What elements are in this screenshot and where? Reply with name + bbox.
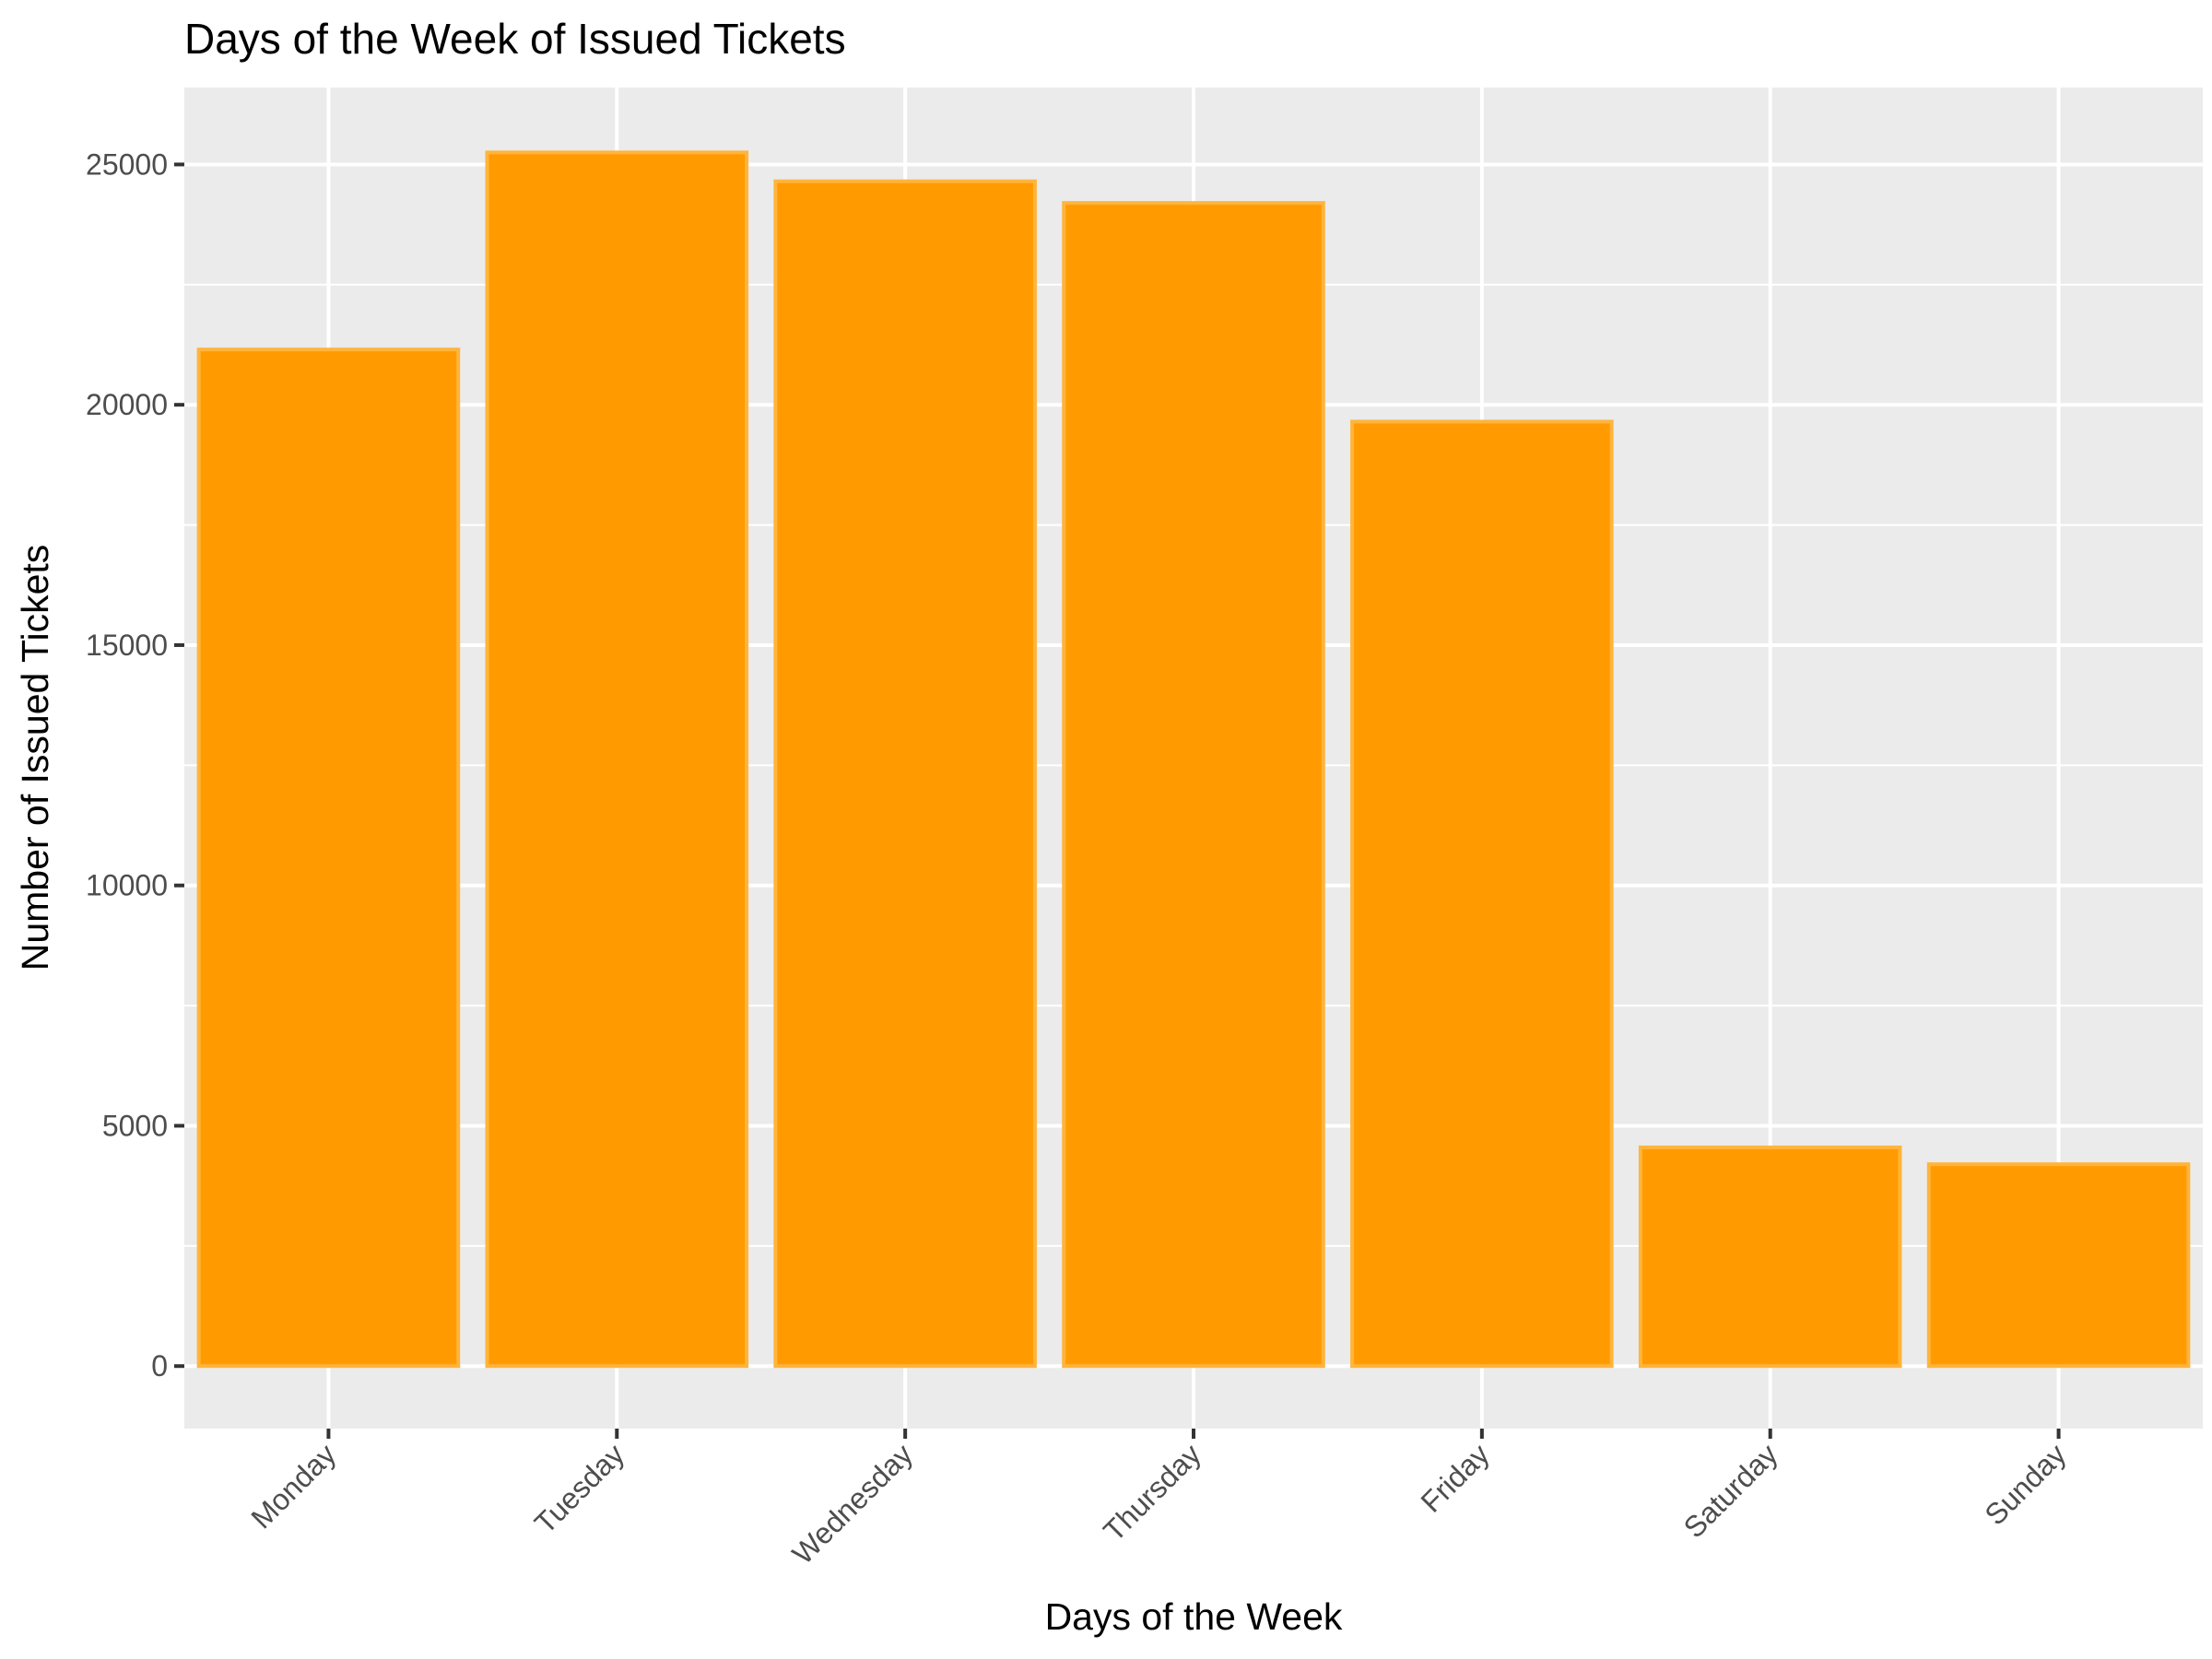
bar-wednesday: [773, 179, 1037, 1369]
x-tick-label: Monday: [244, 1437, 342, 1535]
y-tick-label: 15000: [86, 629, 168, 662]
y-tick-label: 0: [151, 1349, 168, 1382]
x-tick-label: Friday: [1414, 1437, 1495, 1518]
y-axis: 0 5000 10000 15000 20000 25000: [86, 147, 184, 1382]
bars: [196, 150, 2191, 1369]
bar-saturday: [1638, 1145, 1902, 1369]
x-tick-label: Wednesday: [786, 1437, 920, 1571]
chart-title: Days of the Week of Issued Tickets: [184, 15, 846, 63]
x-tick-label: Sunday: [1978, 1437, 2072, 1531]
x-axis: Monday Tuesday Wednesday Thursday Friday Satu…: [244, 1429, 2073, 1571]
x-tick-label: Thursday: [1097, 1437, 1207, 1547]
x-tick-label: Tuesday: [528, 1437, 630, 1539]
bar-thursday: [1062, 201, 1325, 1369]
y-tick-label: 5000: [102, 1109, 168, 1142]
x-axis-title: Days of the Week: [1045, 1595, 1343, 1638]
y-tick-label: 25000: [86, 147, 168, 181]
y-axis-title: Number of Issued Tickets: [14, 545, 56, 971]
bar-monday: [196, 347, 461, 1369]
bar-friday: [1350, 419, 1614, 1369]
y-tick-label: 20000: [86, 388, 168, 421]
bar-sunday: [1926, 1162, 2191, 1369]
y-tick-label: 10000: [86, 869, 168, 902]
bar-tuesday: [485, 150, 749, 1369]
x-tick-label: Saturday: [1677, 1437, 1784, 1544]
